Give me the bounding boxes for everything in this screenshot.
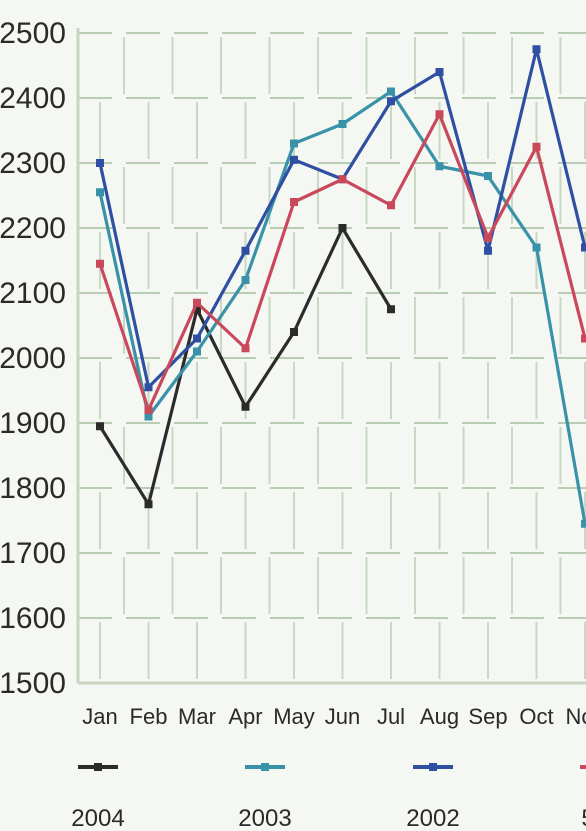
data-point — [193, 305, 201, 314]
y-tick-label: 1900 — [0, 407, 66, 440]
y-tick-label: 2200 — [0, 212, 66, 245]
legend-item: 2003 — [238, 763, 292, 831]
data-point — [387, 201, 395, 210]
grid — [78, 32, 586, 684]
x-tick-label: May — [273, 704, 315, 729]
x-tick-label: Feb — [130, 704, 168, 729]
legend-item: 2004 — [71, 763, 125, 831]
data-point — [96, 159, 104, 167]
data-point — [96, 188, 104, 197]
legend-swatch-marker — [429, 763, 437, 771]
data-point — [193, 298, 201, 307]
data-point — [96, 259, 104, 268]
x-tick-label: Aug — [420, 704, 459, 729]
y-tick-label: 1700 — [0, 537, 66, 570]
data-point — [532, 243, 541, 252]
x-tick-label: Apr — [228, 704, 262, 729]
x-tick-label: Nov — [565, 704, 586, 729]
data-point — [484, 172, 492, 180]
data-point — [387, 97, 395, 106]
x-tick-label: Sep — [468, 704, 507, 729]
data-point — [241, 344, 250, 353]
y-tick-label: 1600 — [0, 602, 66, 635]
series-lines — [96, 45, 586, 528]
x-tick-label: Jul — [377, 704, 405, 729]
legend-label: 2002 — [406, 805, 459, 831]
data-point — [532, 142, 541, 151]
data-point — [581, 519, 586, 528]
data-point — [435, 110, 444, 119]
data-point — [581, 243, 586, 252]
series-2004 — [96, 224, 395, 509]
data-point — [144, 406, 153, 414]
x-tick-label: Mar — [178, 704, 216, 729]
data-point — [387, 305, 395, 314]
data-point — [338, 175, 347, 184]
data-point — [290, 198, 298, 206]
legend: 2004 2003 2002 5-Y — [71, 763, 586, 831]
series-2003 — [96, 87, 586, 528]
y-tick-label: 1800 — [0, 472, 66, 505]
y-tick-label: 2300 — [0, 147, 66, 180]
data-point — [581, 334, 586, 343]
data-point — [338, 224, 347, 232]
data-point — [290, 155, 298, 164]
data-point — [532, 45, 541, 54]
x-tick-label: Jun — [325, 704, 360, 729]
data-point — [484, 233, 492, 242]
data-point — [144, 383, 153, 392]
legend-item: 5-Y — [580, 765, 586, 831]
data-point — [338, 120, 347, 128]
data-point — [96, 422, 104, 431]
data-point — [144, 500, 153, 509]
data-point — [290, 328, 298, 336]
data-point — [193, 347, 201, 356]
legend-item: 2002 — [406, 763, 460, 831]
y-tick-label: 2400 — [0, 82, 66, 115]
legend-swatch-marker — [261, 763, 269, 771]
y-tick-label: 1500 — [0, 667, 66, 700]
data-point — [241, 402, 250, 411]
y-tick-label: 2000 — [0, 342, 66, 375]
x-tick-label: Jan — [82, 704, 117, 729]
x-tick-label: Oct — [519, 704, 553, 729]
data-point — [435, 68, 444, 76]
data-point — [241, 246, 250, 255]
legend-label: 5-Y — [581, 805, 586, 831]
data-point — [435, 162, 444, 171]
data-point — [241, 276, 250, 284]
data-point — [387, 87, 395, 96]
legend-label: 2004 — [71, 805, 124, 831]
y-tick-label: 2500 — [0, 17, 66, 50]
legend-swatch-marker — [94, 763, 102, 771]
data-point — [144, 412, 153, 421]
data-point — [290, 139, 298, 148]
y-tick-label: 2100 — [0, 277, 66, 310]
series-5-y — [96, 110, 586, 414]
legend-label: 2003 — [238, 805, 291, 831]
axes: 1500 1600 1700 1800 1900 2000 2100 2200 2300 2400… — [0, 17, 586, 729]
data-point — [484, 246, 492, 255]
data-point — [193, 334, 201, 343]
